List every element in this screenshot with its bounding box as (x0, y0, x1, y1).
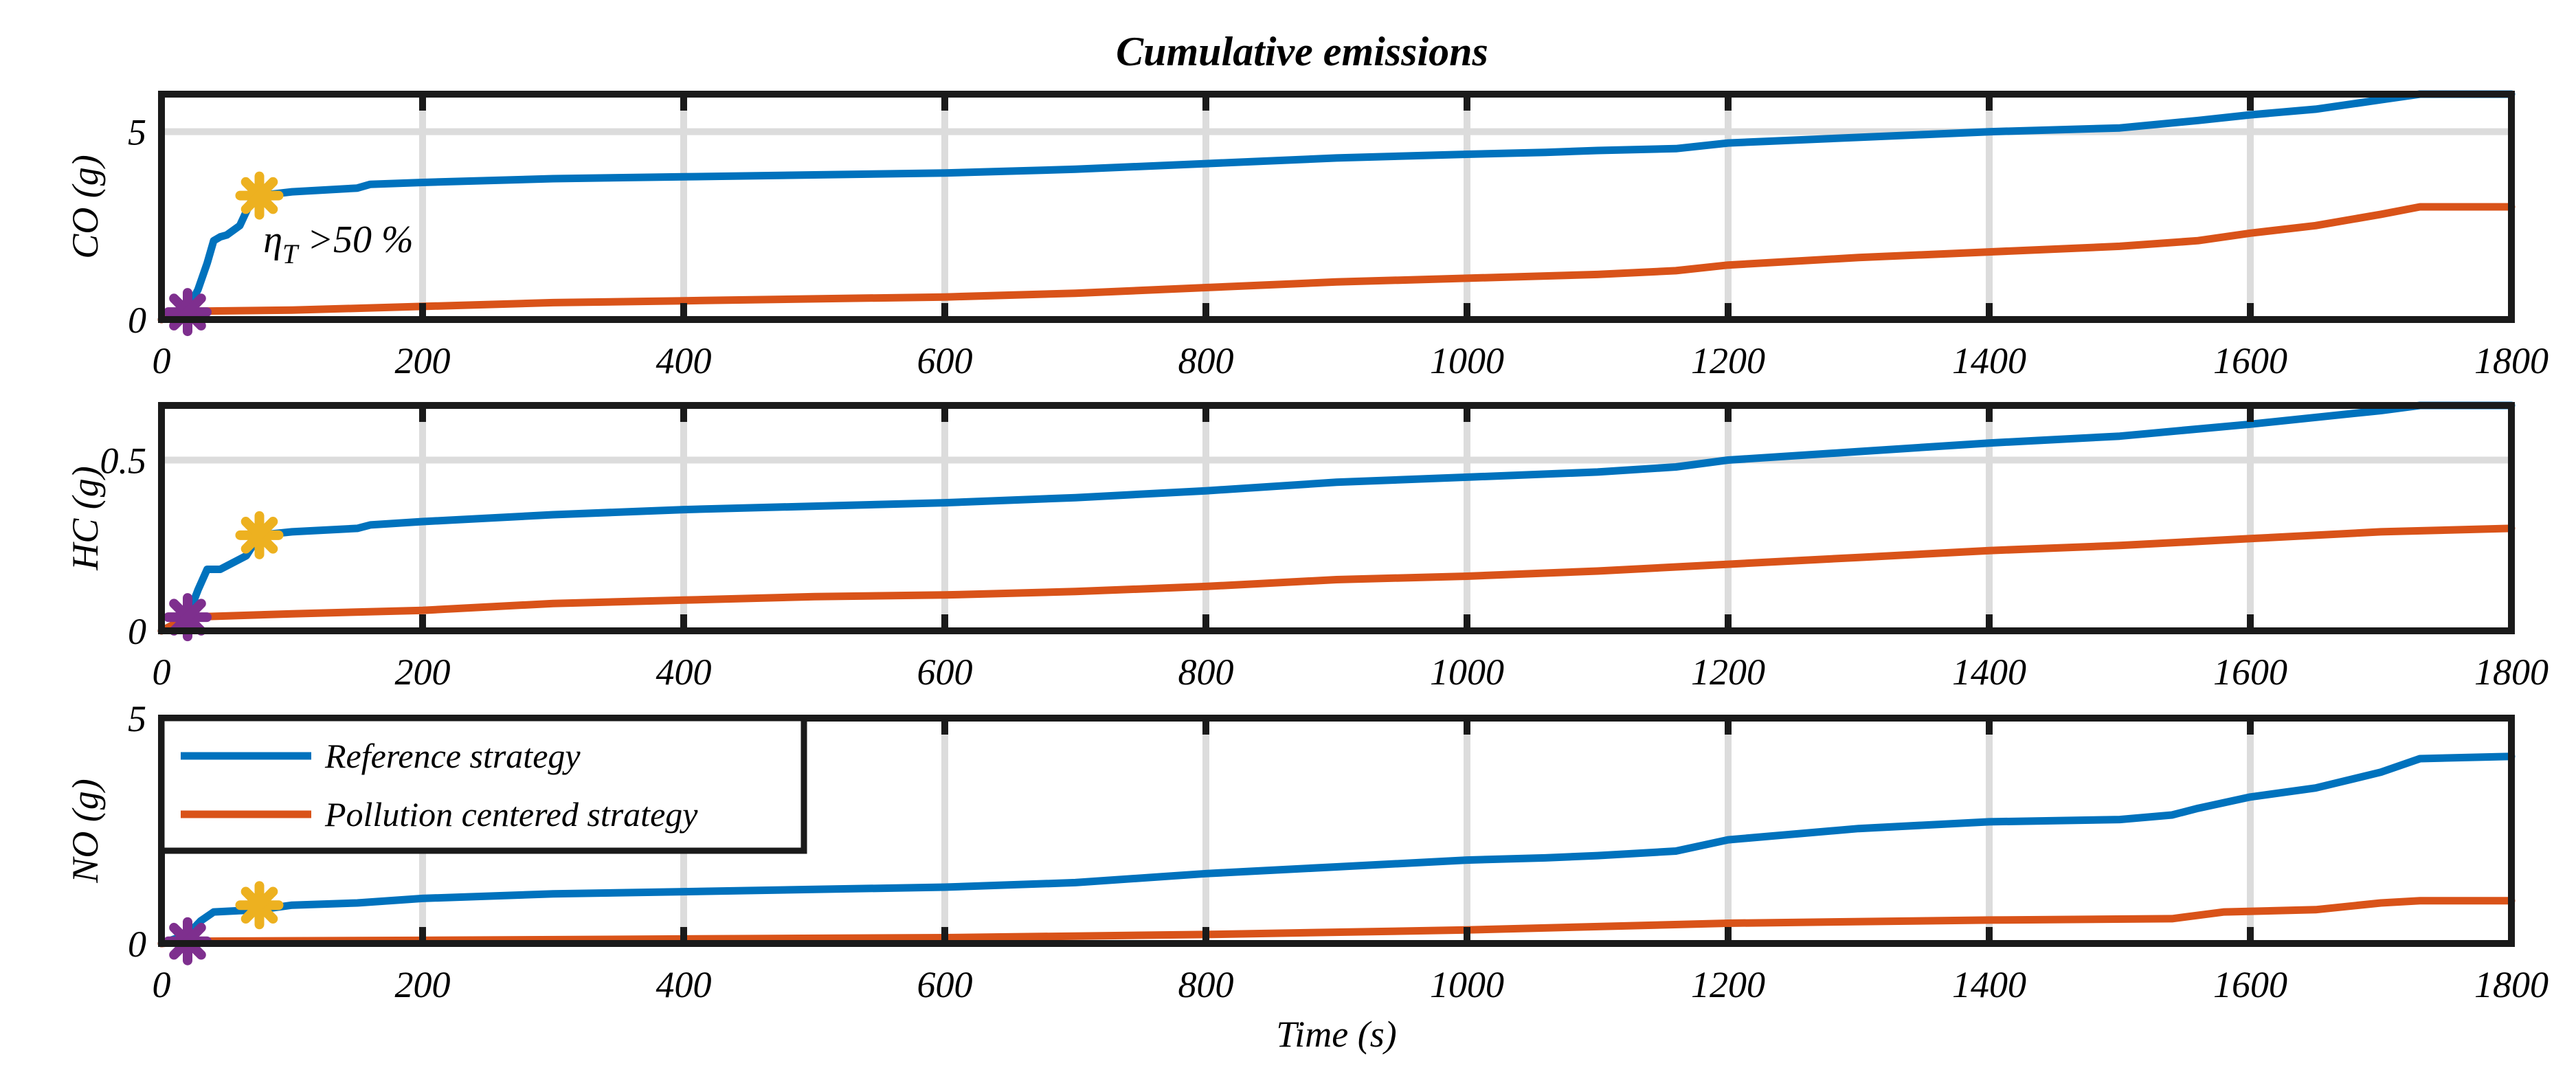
y-tick-label: 0.5 (100, 440, 147, 482)
legend-label: Pollution centered strategy (324, 795, 698, 834)
x-tick-label: 600 (917, 651, 973, 693)
chart-panel-3: 0 200 400 600 800 1000 1200 1400 1600 1800 0 5 NO (g… (65, 698, 2549, 1055)
x-tick-label: 400 (656, 340, 712, 381)
x-tick-label: 400 (656, 651, 712, 693)
x-tick-label: 1800 (2474, 651, 2549, 693)
x-tick-label: 1400 (1952, 651, 2026, 693)
x-tick-label: 600 (917, 964, 973, 1005)
x-tick-label: 1400 (1952, 340, 2026, 381)
annotation-efficiency: ηT >50 % (263, 219, 413, 269)
x-tick-label: 0 (153, 340, 171, 381)
series-line-pollution-centered (157, 524, 2516, 635)
series-line-reference (157, 90, 2516, 324)
marker-start (164, 288, 212, 337)
legend: Reference strategy Pollution centered str… (158, 715, 807, 854)
x-tick-label: 200 (395, 964, 451, 1005)
x-tick-label: 200 (395, 340, 451, 381)
x-tick-label: 1600 (2213, 964, 2287, 1005)
y-tick-label: 0 (128, 300, 146, 341)
y-axis-label: CO (g) (65, 155, 106, 258)
y-axis-label: NO (g) (65, 779, 106, 883)
x-tick-label: 800 (1178, 651, 1234, 693)
y-axis-label: HC (g) (65, 466, 106, 570)
x-tick-label: 200 (395, 651, 451, 693)
x-tick-label: 0 (153, 651, 171, 693)
axes-frame (158, 402, 2515, 634)
x-tick-label: 1000 (1430, 651, 1504, 693)
y-tick-label: 5 (128, 112, 146, 153)
x-tick-label: 1800 (2474, 964, 2549, 1005)
axes-frame (158, 91, 2515, 323)
x-tick-label: 1200 (1691, 651, 1765, 693)
x-tick-label: 0 (153, 964, 171, 1005)
x-tick-label: 400 (656, 964, 712, 1005)
figure-title: Cumulative emissions (1116, 29, 1488, 74)
y-tick-label: 0 (128, 611, 146, 652)
chart-panel-2: 0 200 400 600 800 1000 1200 1400 1600 1800 0 0.5HC … (65, 401, 2549, 693)
x-tick-label: 1000 (1430, 964, 1504, 1005)
chart-panel-1: ηT >50 % 0 200 400 600 800 1000 1200 1400 1600 180… (65, 90, 2549, 381)
legend-box (158, 715, 807, 854)
y-tick-label: 0 (128, 924, 146, 965)
x-axis-label: Time (s) (1276, 1014, 1397, 1055)
legend-label: Reference strategy (324, 737, 581, 775)
marker-light-off (235, 511, 284, 559)
series-line-reference (157, 752, 2516, 948)
x-tick-label: 1600 (2213, 651, 2287, 693)
x-tick-label: 600 (917, 340, 973, 381)
x-tick-label: 1000 (1430, 340, 1504, 381)
marker-light-off (235, 881, 284, 930)
x-tick-label: 1600 (2213, 340, 2287, 381)
y-tick-label: 5 (128, 698, 146, 739)
series-line-reference (157, 401, 2516, 635)
x-tick-label: 1800 (2474, 340, 2549, 381)
x-tick-label: 800 (1178, 340, 1234, 381)
series-line-pollution-centered (157, 897, 2516, 948)
x-tick-label: 1200 (1691, 964, 1765, 1005)
x-tick-label: 800 (1178, 964, 1234, 1005)
x-tick-label: 1400 (1952, 964, 2026, 1005)
series-line-pollution-centered (157, 203, 2516, 324)
marker-light-off (235, 171, 284, 220)
x-tick-label: 1200 (1691, 340, 1765, 381)
